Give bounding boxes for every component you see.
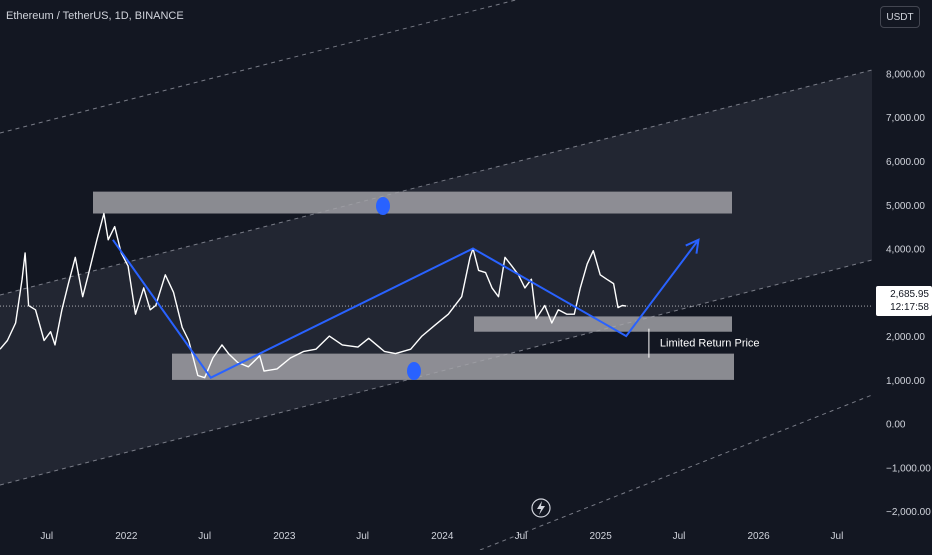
projection-path [112, 239, 700, 379]
annotation-text: Limited Return Price [660, 338, 760, 350]
x-tick-label: 2024 [431, 531, 454, 542]
last-price-tag: 2,685.95 12:17:58 [876, 286, 932, 316]
countdown-label: 12:17:58 [890, 302, 929, 313]
x-tick-label: 2026 [747, 531, 770, 542]
x-tick-label: Jul [673, 531, 686, 542]
currency-button[interactable]: USDT [880, 6, 920, 28]
zone-rect [172, 353, 734, 380]
top-marker [376, 197, 390, 215]
y-tick-label: −2,000.00 [886, 507, 931, 518]
bottom-marker [407, 362, 421, 380]
channel-upper-line [0, 0, 518, 134]
x-tick-label: Jul [515, 531, 528, 542]
x-tick-label: 2025 [590, 531, 613, 542]
y-tick-label: 4,000.00 [886, 245, 925, 256]
y-tick-label: −1,000.00 [886, 463, 931, 474]
y-tick-label: 1,000.00 [886, 376, 925, 387]
zone-rect [93, 191, 732, 214]
x-tick-label: Jul [356, 531, 369, 542]
y-tick-label: 7,000.00 [886, 113, 925, 124]
last-price-label: 2,685.95 [890, 289, 929, 300]
x-tick-label: 2022 [115, 531, 138, 542]
y-tick-label: 2,000.00 [886, 332, 925, 343]
symbol-title: Ethereum / TetherUS, 1D, BINANCE [6, 10, 184, 22]
lightning-icon [531, 498, 551, 518]
x-tick-label: Jul [198, 531, 211, 542]
x-tick-label: Jul [831, 531, 844, 542]
x-tick-label: Jul [40, 531, 53, 542]
y-tick-label: 0.00 [886, 420, 906, 431]
channel-fill [0, 70, 872, 485]
y-tick-label: 8,000.00 [886, 69, 925, 80]
y-tick-label: 5,000.00 [886, 201, 925, 212]
zone-rect [474, 316, 732, 332]
projection-arrowhead [685, 238, 700, 254]
x-tick-label: 2023 [273, 531, 296, 542]
lightning-icon-glyph [537, 501, 545, 515]
y-tick-label: 6,000.00 [886, 157, 925, 168]
channel-lower-line [479, 394, 873, 551]
channel-top-line [0, 69, 873, 296]
price-line [0, 212, 627, 379]
